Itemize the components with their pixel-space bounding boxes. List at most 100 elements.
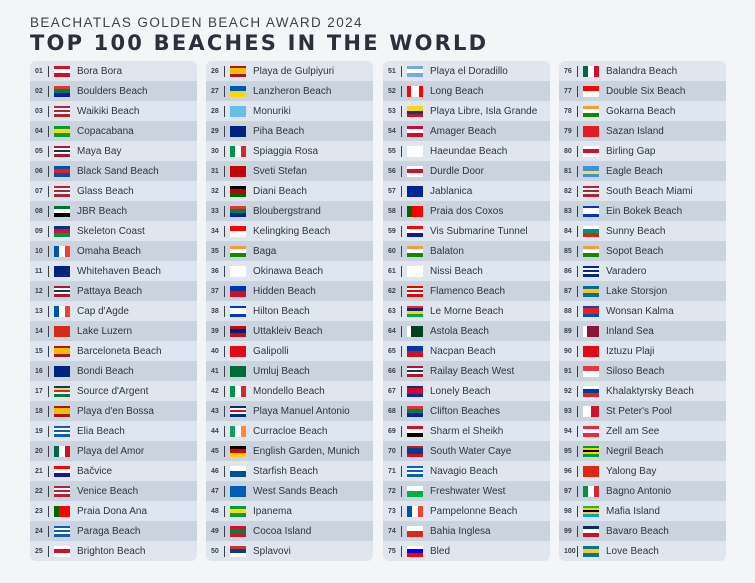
beach-name: Jablanica — [430, 185, 473, 197]
flag-hr-icon — [407, 225, 423, 237]
beach-row: 36 Okinawa Beach — [206, 261, 373, 281]
rank-number: 29 — [211, 127, 219, 135]
divider — [401, 185, 402, 197]
flag-nz-icon — [230, 125, 246, 137]
beach-name: Splavovi — [253, 545, 291, 557]
beach-row: 90 Iztuzu Plaji — [559, 341, 726, 361]
beach-name: Ein Bokek Beach — [606, 205, 683, 217]
flag-pt-icon — [54, 505, 70, 517]
divider — [577, 125, 578, 137]
divider — [224, 105, 225, 117]
beach-name: Uttakleiv Beach — [253, 325, 323, 337]
rank-number: 60 — [388, 247, 396, 255]
beach-row: 64 Astola Beach — [383, 321, 550, 341]
beach-name: Iztuzu Plaji — [606, 345, 655, 357]
rank-number: 34 — [211, 227, 219, 235]
rank-number: 59 — [388, 227, 396, 235]
beach-row: 62 Flamenco Beach — [383, 281, 550, 301]
rank-number: 33 — [211, 207, 219, 215]
beach-name: Playa el Doradillo — [430, 65, 508, 77]
flag-sc-icon — [54, 385, 70, 397]
flag-at-icon — [583, 425, 599, 437]
divider — [48, 265, 49, 277]
beach-row: 11 Whitehaven Beach — [30, 261, 197, 281]
flag-fj-icon — [230, 105, 246, 117]
rank-number: 21 — [35, 467, 43, 475]
beach-row: 30 Spiaggia Rosa — [206, 141, 373, 161]
beach-row: 79 Sazan Island — [559, 121, 726, 141]
divider — [401, 345, 402, 357]
flag-scot-icon — [230, 485, 246, 497]
beach-name: Lake Storsjon — [606, 285, 668, 297]
flag-us-icon — [54, 185, 70, 197]
beach-name: Praia dos Coxos — [430, 205, 504, 217]
beach-row: 99 Bavaro Beach — [559, 521, 726, 541]
beach-name: Starfish Beach — [253, 465, 319, 477]
rank-number: 93 — [564, 407, 572, 415]
beach-row: 27 Lanzheron Beach — [206, 81, 373, 101]
flag-pk-icon — [407, 325, 423, 337]
beach-name: Bondi Beach — [77, 365, 134, 377]
divider — [224, 485, 225, 497]
flag-in-icon — [230, 245, 246, 257]
beach-row: 88 Wonsan Kalma — [559, 301, 726, 321]
flag-it-icon — [583, 485, 599, 497]
rank-number: 76 — [564, 67, 572, 75]
beach-row: 74 Bahia Inglesa — [383, 521, 550, 541]
beach-row: 56 Durdle Door — [383, 161, 550, 181]
beach-name: Bloubergstrand — [253, 205, 321, 217]
rank-number: 50 — [211, 547, 219, 555]
rank-number: 94 — [564, 427, 572, 435]
flag-jm-icon — [583, 445, 599, 457]
flag-al-icon — [583, 125, 599, 137]
rank-number: 78 — [564, 107, 572, 115]
flag-il-icon — [583, 205, 599, 217]
divider — [48, 525, 49, 537]
divider — [577, 405, 578, 417]
flag-br-icon — [230, 505, 246, 517]
page-title: TOP 100 BEACHES IN THE WORLD — [30, 31, 489, 55]
beach-name: Playa del Amor — [77, 445, 145, 457]
beach-row: 16 Bondi Beach — [30, 361, 197, 381]
beach-name: Hidden Beach — [253, 285, 316, 297]
beach-name: Durdle Door — [430, 165, 484, 177]
rank-number: 36 — [211, 267, 219, 275]
flag-na-icon — [54, 225, 70, 237]
beach-name: Mafia Island — [606, 505, 660, 517]
divider — [48, 545, 49, 557]
beach-name: Long Beach — [430, 85, 484, 97]
rank-number: 18 — [35, 407, 43, 415]
flag-gr-icon — [54, 425, 70, 437]
flag-kr-icon — [407, 145, 423, 157]
beach-row: 42 Mondello Beach — [206, 381, 373, 401]
beach-row: 33 Bloubergstrand — [206, 201, 373, 221]
divider — [48, 125, 49, 137]
beach-row: 91 Siloso Beach — [559, 361, 726, 381]
beach-column: 01 Bora Bora 02 Boulders Beach 03 Waikiki Bea… — [30, 61, 197, 561]
beach-row: 52 Long Beach — [383, 81, 550, 101]
beach-row: 41 Umluj Beach — [206, 361, 373, 381]
divider — [577, 285, 578, 297]
rank-number: 83 — [564, 207, 572, 215]
flag-mu-icon — [407, 305, 423, 317]
beach-row: 18 Playa d'en Bossa — [30, 401, 197, 421]
beach-row: 35 Baga — [206, 241, 373, 261]
flag-cu-icon — [583, 265, 599, 277]
divider — [48, 465, 49, 477]
flag-za-icon — [54, 85, 70, 97]
divider — [224, 405, 225, 417]
beach-name: Navagio Beach — [430, 465, 498, 477]
rank-number: 01 — [35, 67, 43, 75]
beach-row: 03 Waikiki Beach — [30, 101, 197, 121]
beach-row: 46 Starfish Beach — [206, 461, 373, 481]
divider — [401, 245, 402, 257]
divider — [401, 165, 402, 177]
flag-za-icon — [407, 405, 423, 417]
flag-fr-icon — [54, 305, 70, 317]
beach-name: Amager Beach — [430, 125, 497, 137]
beach-name: South Water Caye — [430, 445, 512, 457]
rank-number: 53 — [388, 107, 396, 115]
divider — [401, 205, 402, 217]
beach-name: Astola Beach — [430, 325, 489, 337]
rank-number: 65 — [388, 347, 396, 355]
